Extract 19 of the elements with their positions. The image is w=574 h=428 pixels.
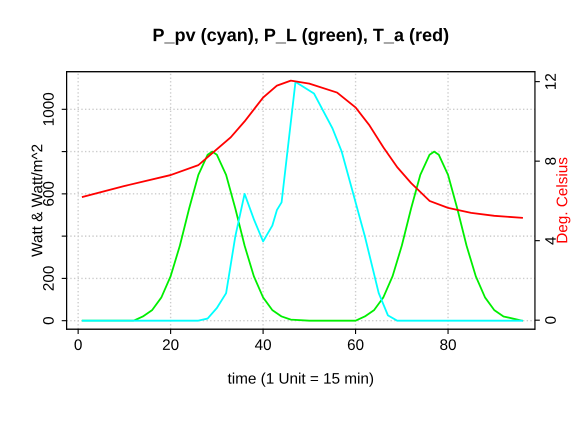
y-tick-label: 200 [43,266,54,290]
y-tick-label: 1000 [43,92,54,126]
y2-tick-label: 4 [545,236,556,245]
y-tick-label: 600 [43,182,54,206]
x-tick-label: 60 [348,339,364,350]
line-series [82,80,523,322]
x-axis-title: time (1 Unit = 15 min) [228,372,374,387]
x-tick-label: 40 [254,339,271,350]
y2-tick-label: 0 [545,316,556,324]
chart-title: P_pv (cyan), P_L (green), T_a (red) [154,28,448,45]
y-axis-title: Watt & Watt/m^2 [31,144,42,257]
line-series [82,80,523,219]
y2-axis-title: Deg. Celsius [556,158,570,242]
x-tick-label: 80 [440,339,456,350]
y2-tick-label: 12 [545,74,556,89]
y-tick-label: 0 [43,317,54,324]
x-tick-label: 20 [162,339,179,350]
x-tick-label: 0 [74,339,82,350]
y2-tick-label: 8 [545,158,556,165]
